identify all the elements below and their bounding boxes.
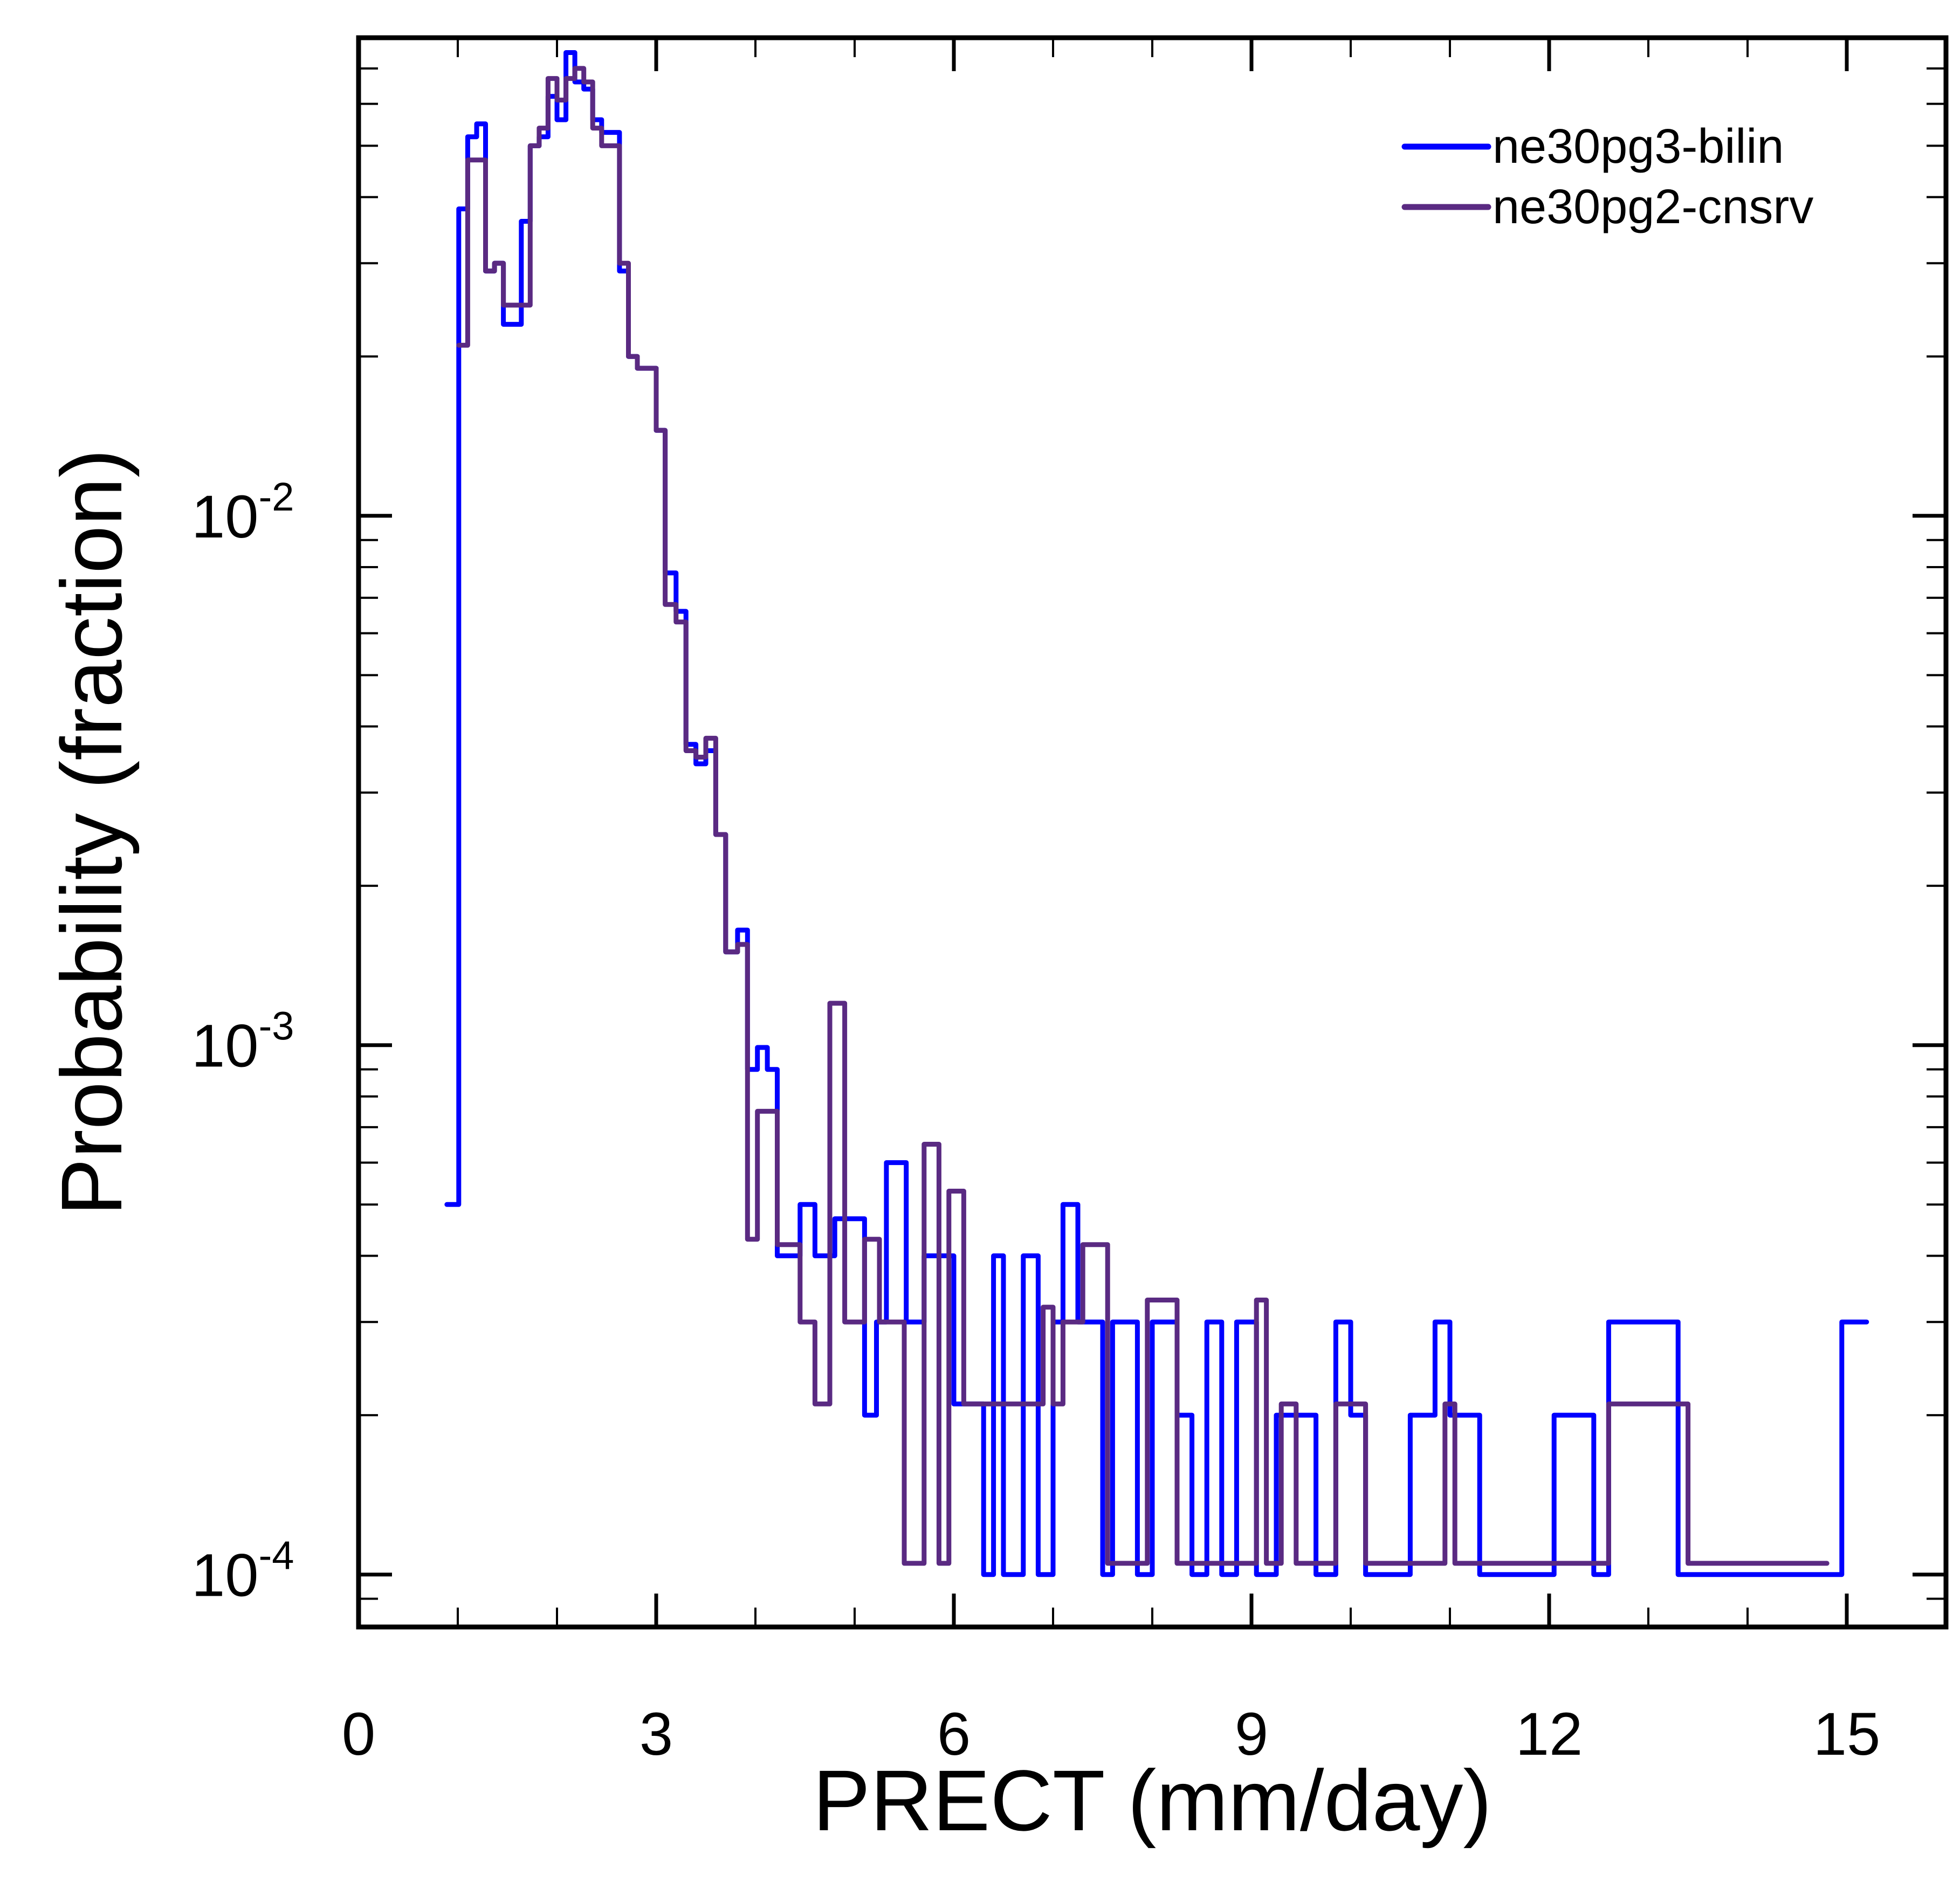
legend-label-ne30pg2-cnsrv: ne30pg2-cnsrv	[1493, 180, 1813, 234]
x-tick-label: 12	[1516, 1700, 1583, 1768]
y-tick-label: 10-2	[191, 474, 294, 550]
legend: ne30pg3-bilin ne30pg2-cnsrv	[1401, 120, 1813, 234]
y-tick-label: 10-4	[191, 1533, 294, 1609]
plot-frame	[356, 35, 1949, 1630]
y-axis-title: Probability (fraction)	[43, 449, 140, 1216]
x-tick-label: 6	[937, 1700, 971, 1768]
legend-label-ne30pg3-bilin: ne30pg3-bilin	[1493, 120, 1784, 174]
series-line-ne30pg2-cnsrv	[456, 66, 1830, 1566]
series-line-ne30pg3-bilin	[444, 50, 1869, 1577]
x-axis-title: PRECT (mm/day)	[813, 1752, 1491, 1849]
x-tick-label: 15	[1813, 1700, 1881, 1768]
x-tick-label: 9	[1235, 1700, 1268, 1768]
x-tick-label: 3	[639, 1700, 673, 1768]
y-tick-label: 10-3	[191, 1004, 294, 1080]
x-tick-label: 0	[342, 1700, 375, 1768]
